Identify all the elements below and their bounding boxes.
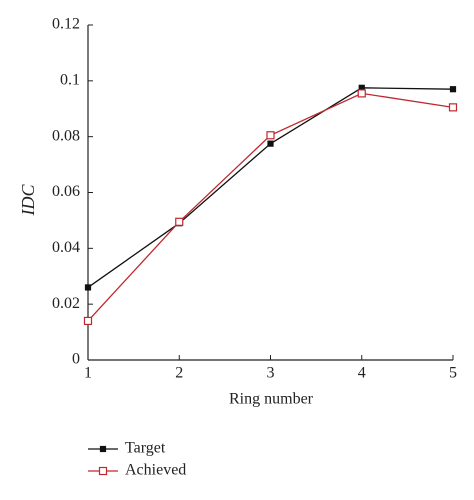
y-tick-label: 0.12 xyxy=(52,16,80,33)
y-tick-label: 0.06 xyxy=(52,183,80,200)
series-line xyxy=(87,92,454,322)
legend-marker xyxy=(99,445,107,453)
x-axis-label: Ring number xyxy=(229,391,314,408)
x-tick-label: 1 xyxy=(84,365,92,382)
legend-label: Target xyxy=(125,440,166,457)
x-tick-label: 4 xyxy=(358,365,366,382)
marker xyxy=(449,86,457,93)
series-line xyxy=(87,87,454,288)
y-tick-label: 0.1 xyxy=(60,72,80,89)
marker xyxy=(448,103,458,112)
y-tick-label: 0.04 xyxy=(52,239,80,256)
marker xyxy=(267,140,274,147)
marker xyxy=(266,131,275,140)
y-tick-label: 0.08 xyxy=(52,127,80,144)
x-tick-label: 2 xyxy=(175,365,183,382)
marker xyxy=(357,89,366,98)
y-tick-label: 0.02 xyxy=(52,295,80,312)
marker xyxy=(84,284,92,291)
x-tick-label: 3 xyxy=(267,365,275,382)
marker xyxy=(83,316,93,326)
marker xyxy=(175,217,184,226)
x-tick-label: 5 xyxy=(449,365,457,382)
y-axis-label: IDC xyxy=(18,184,38,217)
y-tick-label: 0 xyxy=(72,351,80,368)
legend-label: Achieved xyxy=(125,462,186,479)
legend-marker xyxy=(98,466,108,476)
